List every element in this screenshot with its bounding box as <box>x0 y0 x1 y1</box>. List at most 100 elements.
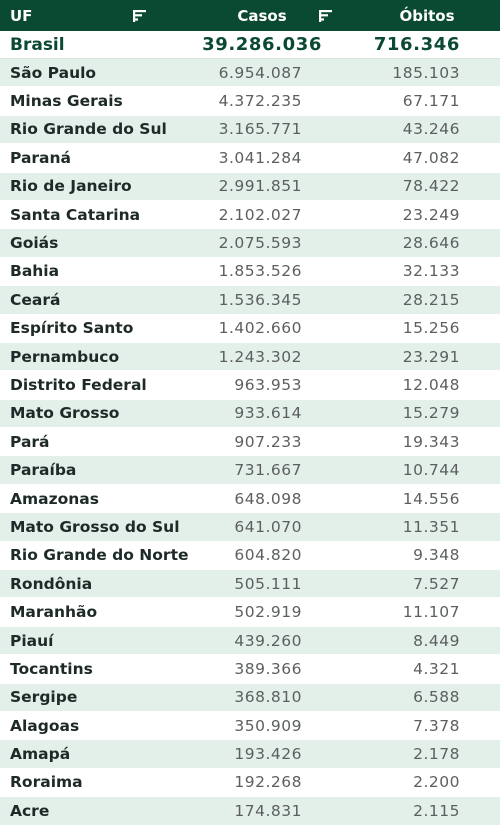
state-name: Rondônia <box>10 574 93 593</box>
cases-value: 641.070 <box>234 517 302 536</box>
state-name: Mato Grosso do Sul <box>10 517 180 536</box>
deaths-value: 14.556 <box>402 489 460 508</box>
deaths-value: 2.200 <box>413 773 460 792</box>
table-row: Distrito Federal 963.953 12.048 <box>0 371 500 400</box>
state-name: Rio Grande do Sul <box>10 120 167 139</box>
cases-value: 6.954.087 <box>218 63 302 82</box>
deaths-value: 4.321 <box>413 659 460 678</box>
cases-value: 731.667 <box>234 461 302 480</box>
deaths-value: 23.291 <box>402 347 460 366</box>
table-row: Amazonas 648.098 14.556 <box>0 484 500 514</box>
cases-value: 192.268 <box>234 773 302 792</box>
cases-value: 389.366 <box>234 659 302 678</box>
table-row: São Paulo 6.954.087 185.103 <box>0 59 500 88</box>
state-name: Bahia <box>10 262 60 281</box>
deaths-value: 7.378 <box>413 716 460 735</box>
cases-value: 1.402.660 <box>218 319 302 338</box>
table-row: Amapá 193.426 2.178 <box>0 740 500 769</box>
deaths-value: 15.279 <box>402 404 460 423</box>
column-header-uf[interactable]: UF <box>0 7 146 25</box>
table-row: Mato Grosso 933.614 15.279 <box>0 399 500 429</box>
state-name: Amazonas <box>10 489 99 508</box>
table-row: Rio Grande do Sul 3.165.771 43.246 <box>0 115 500 145</box>
cases-value: 1.853.526 <box>218 262 302 281</box>
filter-sort-icon[interactable] <box>132 8 148 24</box>
state-name: Goiás <box>10 234 59 253</box>
state-name: Minas Gerais <box>10 92 123 111</box>
table-row: Santa Catarina 2.102.027 23.249 <box>0 200 500 230</box>
cases-value: 350.909 <box>234 716 302 735</box>
table-row: Pará 907.233 19.343 <box>0 428 500 457</box>
state-name: Amapá <box>10 745 71 764</box>
cases-value: 4.372.235 <box>218 92 302 111</box>
deaths-value: 28.215 <box>402 290 460 309</box>
table-row: Bahia 1.853.526 32.133 <box>0 257 500 287</box>
deaths-value: 11.351 <box>402 517 460 536</box>
cases-value: 2.991.851 <box>218 177 302 196</box>
state-name: Tocantins <box>10 659 93 678</box>
state-name: Roraima <box>10 773 83 792</box>
table-row: Goiás 2.075.593 28.646 <box>0 229 500 258</box>
state-name: Sergipe <box>10 688 78 707</box>
cases-value: 1.536.345 <box>218 290 302 309</box>
state-name: Piauí <box>10 631 54 650</box>
table-row: Espírito Santo 1.402.660 15.256 <box>0 314 500 343</box>
table-row: Tocantins 389.366 4.321 <box>0 655 500 684</box>
column-header-uf-label: UF <box>10 6 33 25</box>
total-uf: Brasil <box>10 34 65 55</box>
table-row: Acre 174.831 2.115 <box>0 797 500 826</box>
deaths-value: 6.588 <box>413 688 460 707</box>
deaths-value: 2.178 <box>413 745 460 764</box>
cases-value: 505.111 <box>234 574 302 593</box>
deaths-value: 11.107 <box>402 603 460 622</box>
deaths-value: 2.115 <box>413 801 460 820</box>
column-header-casos[interactable]: Casos <box>146 7 334 25</box>
table-row: Sergipe 368.810 6.588 <box>0 683 500 712</box>
cases-value: 368.810 <box>234 688 302 707</box>
deaths-value: 7.527 <box>413 574 460 593</box>
state-name: Paraíba <box>10 461 77 480</box>
cases-value: 439.260 <box>234 631 302 650</box>
cases-value: 648.098 <box>234 489 302 508</box>
cases-value: 604.820 <box>234 546 302 565</box>
state-name: Mato Grosso <box>10 404 120 423</box>
table-row: Pernambuco 1.243.302 23.291 <box>0 342 500 372</box>
deaths-value: 28.646 <box>402 234 460 253</box>
state-name: Paraná <box>10 148 72 167</box>
cases-value: 2.102.027 <box>218 205 302 224</box>
cases-value: 3.165.771 <box>218 120 302 139</box>
cases-value: 907.233 <box>234 432 302 451</box>
deaths-value: 185.103 <box>392 63 460 82</box>
table-row: Rondônia 505.111 7.527 <box>0 570 500 599</box>
deaths-value: 15.256 <box>402 319 460 338</box>
table-row: Rio Grande do Norte 604.820 9.348 <box>0 541 500 571</box>
deaths-value: 19.343 <box>402 432 460 451</box>
deaths-value: 12.048 <box>402 375 460 394</box>
filter-sort-icon[interactable] <box>318 8 334 24</box>
table-row: Alagoas 350.909 7.378 <box>0 711 500 741</box>
deaths-value: 9.348 <box>413 546 460 565</box>
cases-value: 193.426 <box>234 745 302 764</box>
deaths-value: 32.133 <box>402 262 460 281</box>
deaths-value: 23.249 <box>402 205 460 224</box>
state-name: Rio Grande do Norte <box>10 546 189 565</box>
state-name: Pernambuco <box>10 347 120 366</box>
cases-value: 2.075.593 <box>218 234 302 253</box>
total-row-brasil: Brasil 39.286.036 716.346 <box>0 31 500 59</box>
state-name: Acre <box>10 801 50 820</box>
column-header-obitos[interactable]: Óbitos <box>334 7 500 25</box>
state-name: Maranhão <box>10 603 98 622</box>
cases-value: 933.614 <box>234 404 302 423</box>
state-name: Pará <box>10 432 50 451</box>
cases-value: 963.953 <box>234 375 302 394</box>
cases-value: 1.243.302 <box>218 347 302 366</box>
table-row: Paraná 3.041.284 47.082 <box>0 144 500 173</box>
table-row: Paraíba 731.667 10.744 <box>0 456 500 485</box>
table-row: Rio de Janeiro 2.991.851 78.422 <box>0 172 500 201</box>
table-row: Ceará 1.536.345 28.215 <box>0 286 500 315</box>
deaths-value: 43.246 <box>402 120 460 139</box>
total-obitos: 716.346 <box>373 34 460 55</box>
cases-value: 502.919 <box>234 603 302 622</box>
table-header: UF Casos Óbitos <box>0 0 500 31</box>
